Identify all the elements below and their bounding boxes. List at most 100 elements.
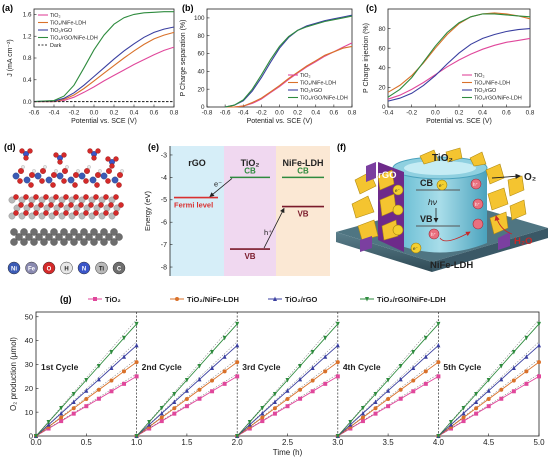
fit-line xyxy=(136,319,238,437)
marker-triangle-down xyxy=(46,419,51,425)
oxygen-atom xyxy=(103,194,109,200)
titanium-atom xyxy=(8,212,16,220)
marker-triangle-up xyxy=(411,365,416,371)
marker-triangle-down xyxy=(84,377,89,383)
band-column-bg xyxy=(276,146,330,276)
oxygen-atom xyxy=(62,168,68,174)
y-tick-label: -5 xyxy=(161,197,167,204)
series-line-tio2-rgo-nife-ldh xyxy=(387,13,531,98)
marker-triangle-up xyxy=(524,354,529,359)
marker-square xyxy=(411,389,416,394)
oxygen-atom xyxy=(13,194,19,200)
marker-square xyxy=(323,381,328,386)
marker-triangle-up xyxy=(486,388,491,393)
marker-circle xyxy=(398,387,403,392)
titanium-atom xyxy=(78,212,86,220)
marker-square xyxy=(184,404,189,409)
hydrogen-atom xyxy=(54,169,58,173)
oxygen-atom xyxy=(83,194,89,200)
x-tick-label: -0.4 xyxy=(238,110,249,117)
x-tick-label: 0.2 xyxy=(455,110,464,117)
oxygen-atom xyxy=(43,194,49,200)
tio2-cb-label: CB xyxy=(244,166,256,175)
plot-frame xyxy=(206,8,353,108)
oxygen-atom xyxy=(53,194,59,200)
marker-circle xyxy=(210,378,215,383)
y-tick-label: 20 xyxy=(197,86,205,93)
x-tick-label: 0.8 xyxy=(170,110,179,117)
marker-triangle-up xyxy=(197,376,202,382)
element-label-ti: Ti xyxy=(99,266,105,272)
cycle-label: 5th Cycle xyxy=(443,362,481,372)
fit-line xyxy=(237,341,338,437)
y-tick-label: 60 xyxy=(197,51,205,58)
panel-e: (e) rGO TiO₂ NiFe-LDH -3 -4 -5 -6 -7 -8 Energy (e… xyxy=(143,142,330,276)
marker-square xyxy=(499,396,504,401)
marker-circle xyxy=(260,415,265,420)
y-axis-label: P Charge injection (%) xyxy=(363,23,370,93)
oxygen-atom xyxy=(105,156,111,162)
x-tick-label: 0.0 xyxy=(431,110,440,117)
carbon-atom xyxy=(75,233,83,241)
marker-triangle-up xyxy=(184,388,189,393)
oxygen-atom xyxy=(118,202,124,208)
marker-triangle-up xyxy=(260,410,265,416)
hydrogen-atom xyxy=(76,169,80,173)
marker-triangle-up xyxy=(373,399,378,405)
element-swatch-fe xyxy=(25,261,38,275)
marker-triangle-down xyxy=(448,419,453,425)
base-side-right xyxy=(432,228,548,272)
band-column-label: rGO xyxy=(188,158,206,168)
oxygen-atom xyxy=(109,163,115,169)
marker-triangle-down xyxy=(34,434,38,439)
marker-triangle-up xyxy=(172,399,177,405)
hydrogen-atom xyxy=(65,165,69,169)
marker-triangle-up xyxy=(423,354,428,359)
legend-label: TiO₂/rGO/NiFe-LDH xyxy=(377,295,446,304)
marker-triangle-down xyxy=(373,391,378,397)
panel-b: (b) -0.8 -0.6 -0.4 -0.2 0.0 0.2 0.4 0.6 0.8 0 20 40… xyxy=(180,3,357,125)
marker-circle xyxy=(335,360,340,365)
marker-triangle-up xyxy=(436,342,441,348)
marker-square xyxy=(474,411,479,416)
x-tick-label: 3.0 xyxy=(332,438,344,447)
element-swatch-o xyxy=(42,261,56,275)
oxygen-atom xyxy=(73,172,79,178)
legend-label: TiO₂ xyxy=(474,73,485,79)
x-tick-label: 0.6 xyxy=(502,110,511,117)
hole-symbol: h⁺ xyxy=(473,182,479,187)
oxygen-atom xyxy=(40,168,46,174)
carbon-atom xyxy=(30,228,38,236)
legend-label: TiO₂/rGO xyxy=(300,88,322,94)
oxygen-atom xyxy=(61,152,67,158)
marker-square xyxy=(511,389,516,394)
nickel-atom xyxy=(56,172,64,180)
legend-label: TiO₂/NiFe-LDH xyxy=(187,295,239,304)
y-tick-label: 40 xyxy=(25,336,33,345)
x-axis-label: Potential vs. SCE (V) xyxy=(247,118,313,125)
electron-symbol: e⁻ xyxy=(395,188,401,193)
y-tick-label: 30 xyxy=(25,360,33,369)
x-tick-label: -0.8 xyxy=(202,110,213,117)
carbon-atom xyxy=(50,228,58,236)
x-axis-label: Potential vs. SCE (V) xyxy=(426,118,492,125)
marker-triangle-up xyxy=(386,388,391,393)
marker-triangle-down xyxy=(537,321,541,327)
marker-circle xyxy=(423,369,428,374)
marker-triangle-up xyxy=(398,376,403,382)
h2o-arrow xyxy=(494,215,513,235)
marker-circle xyxy=(474,406,479,411)
x-tick-label: -0.4 xyxy=(383,110,394,117)
marker-triangle-up xyxy=(474,399,479,405)
oxygen-atom xyxy=(57,159,63,165)
series-line-tio2-nife-ldh xyxy=(387,12,531,93)
atomic-structure-model xyxy=(8,148,124,246)
marker-triangle-down xyxy=(360,405,365,411)
oxygen-atom xyxy=(83,210,89,216)
oxygen-atom xyxy=(33,194,39,200)
hole-transfer-arrow xyxy=(439,231,471,242)
oxygen-atom xyxy=(87,148,93,154)
tube-opening xyxy=(404,161,476,175)
fit-line xyxy=(337,341,439,437)
panel-label-c: (c) xyxy=(366,3,377,13)
